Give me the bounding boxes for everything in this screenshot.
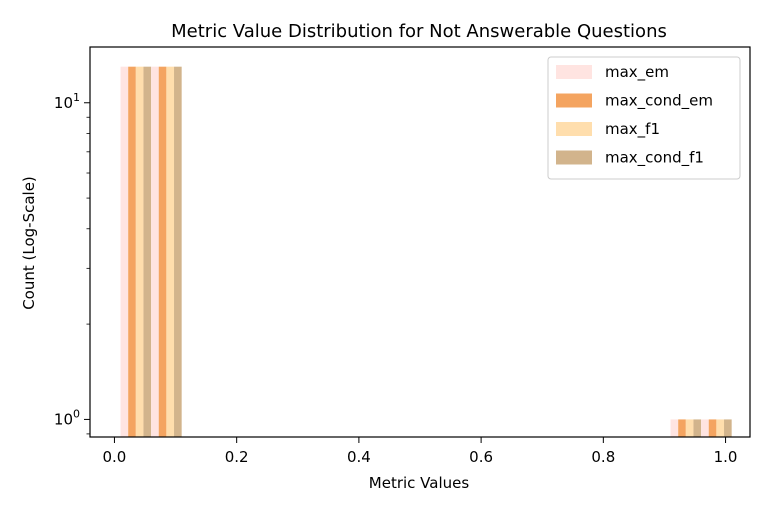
x-tick-label: 1.0 <box>714 448 738 466</box>
bar-max_f1-bin1-part0 <box>685 419 694 437</box>
legend-label-max_em: max_em <box>605 63 669 82</box>
x-tick-label: 0.2 <box>225 448 249 466</box>
bar-max_em-bin0-part0 <box>120 66 129 438</box>
bar-max_cond_f1-bin1-part0 <box>693 419 702 437</box>
bar-max_cond_em-bin1-part1 <box>708 419 717 437</box>
bar-max_em-bin1-part1 <box>701 419 709 437</box>
y-axis-label: Count (Log-Scale) <box>20 176 38 310</box>
x-tick-label: 0.4 <box>347 448 371 466</box>
legend-swatch-max_cond_em <box>556 93 592 108</box>
bar-max_f1-bin1-part1 <box>716 419 725 437</box>
x-axis-label: Metric Values <box>369 474 470 492</box>
bar-max_cond_f1-bin0-part1 <box>174 66 182 438</box>
legend-frame <box>547 56 741 180</box>
plot-frame <box>89 46 751 438</box>
legend: max_em max_cond_em max_f1 max_cond_f1 <box>547 56 741 180</box>
bar-max_cond_f1-bin0-part0 <box>143 66 152 438</box>
x-tick-label: 0.0 <box>103 448 127 466</box>
x-tick-label: 0.6 <box>469 448 493 466</box>
bar-max_f1-bin0-part0 <box>135 66 144 438</box>
x-axis: 0.0 0.2 0.4 0.6 0.8 1.0 <box>103 437 738 466</box>
legend-swatch-max_cond_f1 <box>556 150 592 165</box>
bars <box>120 66 732 438</box>
legend-label-max_cond_em: max_cond_em <box>605 92 713 111</box>
chart-title: Metric Value Distribution for Not Answer… <box>171 21 667 42</box>
bar-max_cond_f1-bin1-part1 <box>724 419 732 437</box>
bar-max_f1-bin0-part1 <box>166 66 175 438</box>
bar-max_cond_em-bin0-part0 <box>128 66 136 438</box>
y-tick-label: 101 <box>54 91 80 112</box>
legend-swatch-max_f1 <box>556 122 592 136</box>
bar-max_em-bin1-part0 <box>670 419 679 437</box>
y-axis: 100 101 <box>54 91 90 435</box>
legend-label-max_f1: max_f1 <box>605 120 660 139</box>
legend-label-max_cond_f1: max_cond_f1 <box>605 149 704 168</box>
y-tick-label: 100 <box>54 407 80 428</box>
bar-max_em-bin0-part1 <box>151 66 159 438</box>
legend-swatch-max_em <box>556 65 592 79</box>
bar-max_cond_em-bin0-part1 <box>158 66 167 438</box>
bar-max_cond_em-bin1-part0 <box>678 419 686 437</box>
x-tick-label: 0.8 <box>591 448 615 466</box>
